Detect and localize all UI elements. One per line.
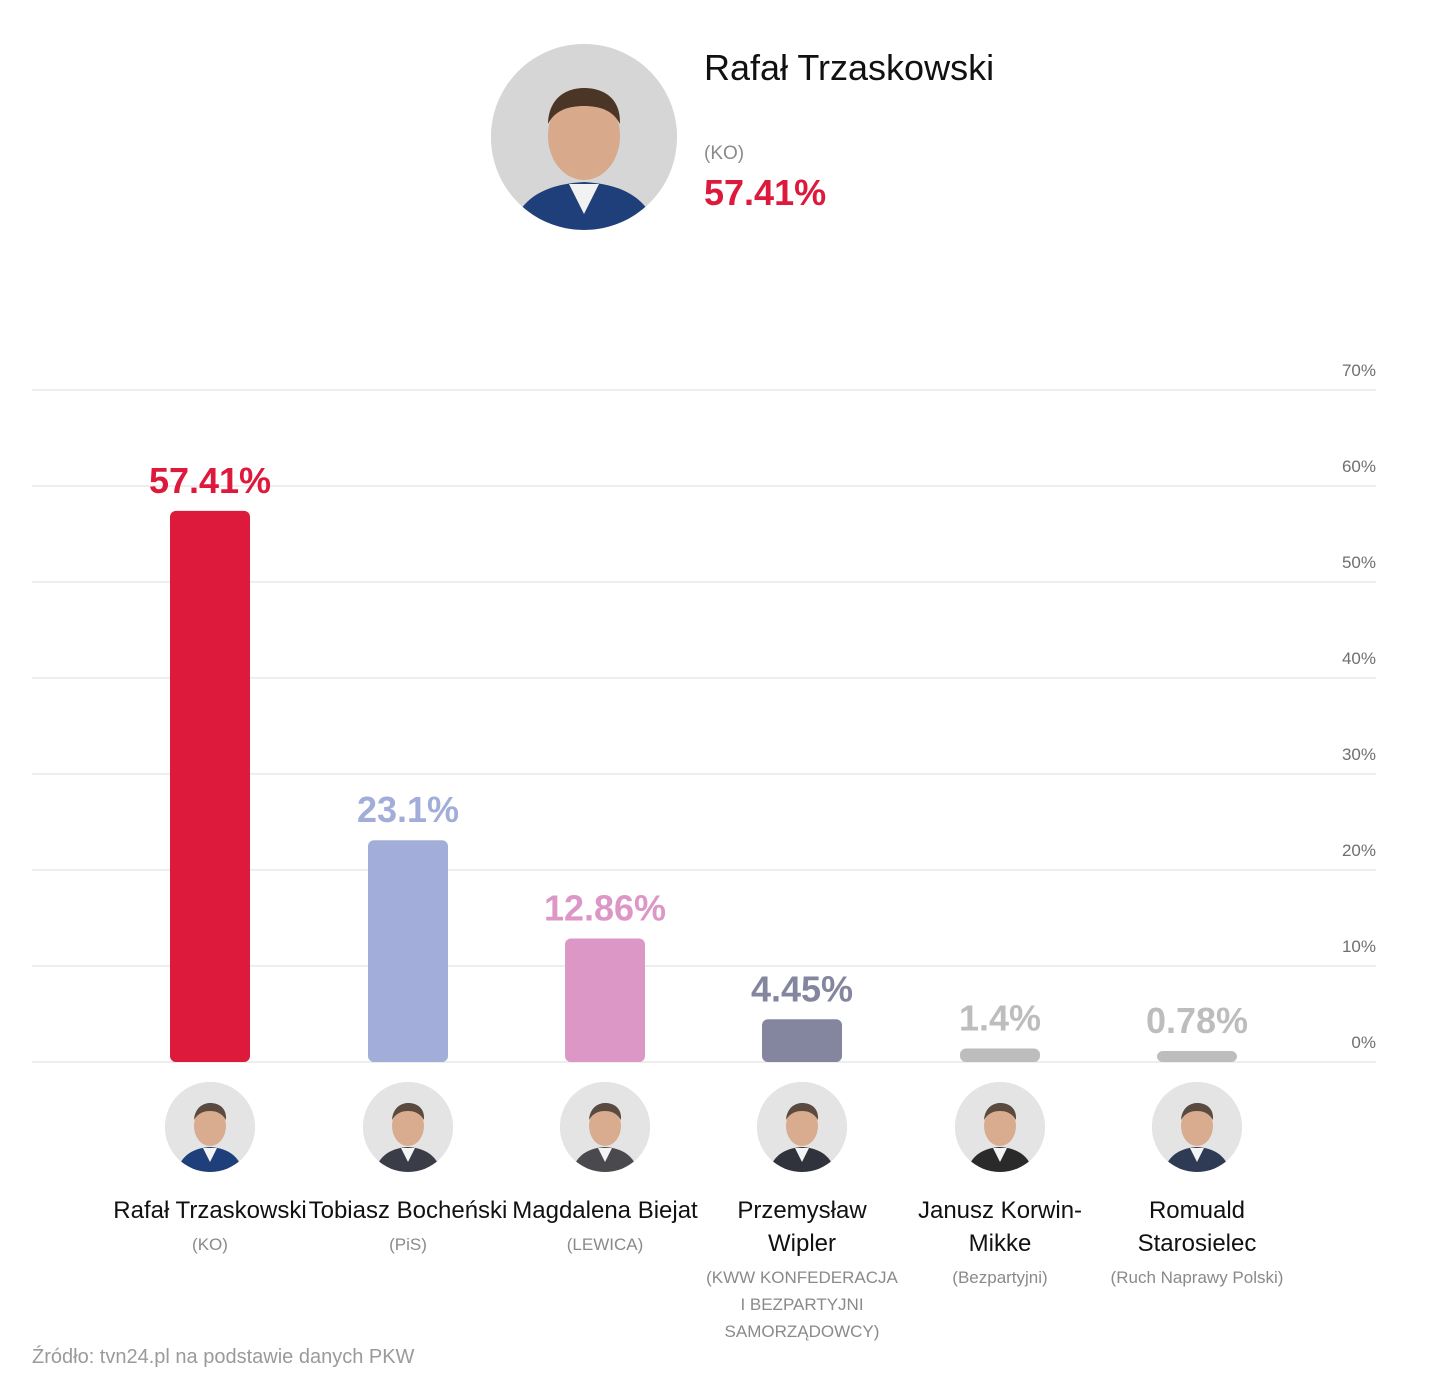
winner-portrait	[491, 44, 677, 230]
candidate-photo	[955, 1082, 1045, 1172]
source-note: Źródło: tvn24.pl na podstawie danych PKW	[32, 1346, 415, 1368]
y-tick-label: 20%	[1342, 841, 1376, 860]
bar-value-label: 23.1%	[357, 789, 459, 830]
y-tick-label: 0%	[1351, 1033, 1376, 1052]
y-tick-label: 50%	[1342, 553, 1376, 572]
candidate-item: Magdalena Biejat (LEWICA)	[505, 1082, 705, 1258]
candidate-party: (PiS)	[389, 1235, 427, 1254]
bar-value-label: 0.78%	[1146, 1000, 1248, 1041]
bar	[762, 1019, 842, 1062]
candidate-name: Rafał Trzaskowski	[113, 1197, 307, 1224]
candidate-name: Tobiasz Bocheński	[308, 1197, 508, 1224]
bar-value-label: 1.4%	[959, 998, 1041, 1039]
winner-party: (KO)	[704, 143, 745, 164]
candidate-photo	[757, 1082, 847, 1172]
bar	[170, 510, 250, 1062]
candidate-item: Przemysław Wipler (KWW KONFEDERACJA I BEZ…	[702, 1082, 902, 1345]
candidate-name: Przemysław Wipler	[737, 1197, 867, 1257]
candidate-name: Janusz Korwin-Mikke	[917, 1197, 1083, 1257]
y-tick-label: 60%	[1342, 457, 1376, 476]
bar-value-label: 57.41%	[149, 460, 271, 501]
y-tick-label: 70%	[1342, 361, 1376, 380]
candidate-party: (KWW KONFEDERACJA I BEZPARTYJNI SAMORZĄD…	[706, 1268, 898, 1341]
candidate-party: (Ruch Naprawy Polski)	[1110, 1268, 1284, 1287]
bar	[960, 1048, 1040, 1062]
bar-value-label: 12.86%	[544, 888, 666, 929]
candidate-photo	[1152, 1082, 1242, 1172]
bar	[565, 938, 645, 1062]
candidate-photo	[560, 1082, 650, 1172]
winner-name: Rafał Trzaskowski	[704, 47, 995, 88]
candidate-photo	[363, 1082, 453, 1172]
y-tick-label: 10%	[1342, 937, 1376, 956]
candidate-party: (LEWICA)	[566, 1235, 644, 1254]
candidate-photo	[165, 1082, 255, 1172]
candidate-name: Romuald Starosielec	[1137, 1197, 1257, 1257]
bar-chart: 0% 10% 20% 30% 40% 50% 60% 70% 57.41% 23.1% 12.86%…	[32, 361, 1376, 1063]
candidate-item: Janusz Korwin-Mikke (Bezpartyjni)	[900, 1082, 1100, 1291]
candidate-item: Romuald Starosielec (Ruch Naprawy Polski)	[1097, 1082, 1297, 1291]
y-tick-label: 30%	[1342, 745, 1376, 764]
candidate-item: Tobiasz Bocheński (PiS)	[308, 1082, 508, 1258]
candidate-item: Rafał Trzaskowski (KO)	[110, 1082, 310, 1258]
bar	[1157, 1051, 1237, 1062]
bar	[368, 840, 448, 1062]
candidate-party: (Bezpartyjni)	[952, 1268, 1048, 1287]
candidate-name: Magdalena Biejat	[512, 1197, 698, 1224]
winner-value: 57.41%	[704, 172, 827, 213]
candidate-party: (KO)	[192, 1235, 228, 1254]
y-tick-label: 40%	[1342, 649, 1376, 668]
winner-photo	[491, 44, 677, 230]
bar-value-label: 4.45%	[751, 968, 853, 1009]
